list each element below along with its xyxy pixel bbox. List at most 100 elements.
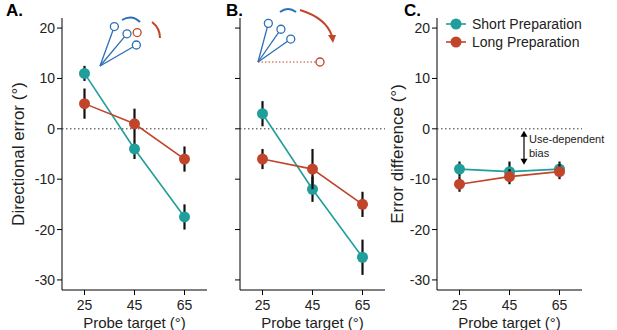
legend-label: Long Preparation	[472, 34, 579, 50]
inset-diagram	[258, 9, 336, 66]
data-point	[179, 154, 190, 165]
series-line	[85, 104, 185, 159]
inset-target	[287, 35, 295, 43]
inset-line	[100, 45, 136, 66]
panel-title: A.	[6, 1, 23, 20]
inset-target	[277, 25, 285, 33]
data-point	[307, 164, 318, 175]
inset-target	[123, 30, 131, 38]
reference-line	[240, 128, 385, 129]
inset-line	[258, 23, 268, 62]
panel: -30 -20 -10 0 10 20 25 45 65Probe target (°) Erro…	[388, 1, 604, 330]
legend: Short Preparation Long Preparation	[446, 16, 582, 50]
inset-probe	[316, 58, 324, 66]
x-tick	[362, 290, 363, 295]
plot-area	[240, 101, 385, 275]
inset-arc	[152, 22, 160, 38]
x-tick	[184, 290, 185, 295]
y-tick	[57, 229, 62, 230]
data-point	[179, 211, 190, 222]
y-tick	[432, 128, 437, 129]
x-tick	[134, 290, 135, 295]
y-tick-label: -20	[35, 222, 55, 238]
inset-dotted	[258, 61, 316, 62]
inset-arc	[280, 9, 296, 12]
inset-line	[258, 29, 281, 62]
data-point	[357, 199, 368, 210]
inset-arrowhead	[328, 35, 336, 43]
annotation-line: bias	[529, 147, 550, 159]
panel: -30-20-1001020254565Probe target (°)Dire…	[6, 1, 207, 330]
y-tick	[432, 28, 437, 29]
y-tick	[57, 78, 62, 79]
panel-title: B.	[226, 1, 243, 20]
series-line	[85, 73, 185, 217]
x-tick-label: 25	[452, 297, 468, 313]
data-point	[79, 98, 90, 109]
annotation-line: Use-dependent	[529, 133, 604, 145]
inset-line	[100, 27, 114, 66]
x-tick-label: 45	[502, 297, 518, 313]
y-tick-label: 10	[414, 70, 430, 86]
data-point	[129, 118, 140, 129]
y-tick-label: 20	[414, 20, 430, 36]
data-point	[504, 171, 515, 182]
y-tick-label: 0	[422, 121, 430, 137]
inset-probe	[133, 29, 141, 37]
x-tick-label: 65	[355, 297, 371, 313]
y-tick-label: 10	[39, 70, 55, 86]
x-tick	[262, 290, 263, 295]
legend-label: Short Preparation	[472, 16, 582, 32]
x-tick	[559, 290, 560, 295]
y-tick	[235, 279, 240, 280]
x-tick-label: 25	[77, 297, 93, 313]
y-axis	[240, 18, 241, 290]
x-tick-label: 65	[177, 297, 193, 313]
y-tick	[432, 78, 437, 79]
y-tick-label: -10	[35, 171, 55, 187]
data-point	[454, 179, 465, 190]
y-tick	[235, 78, 240, 79]
y-tick	[235, 28, 240, 29]
x-tick-label: 25	[255, 297, 271, 313]
annotation: Use-dependent bias	[521, 131, 605, 165]
x-axis-label: Probe target (°)	[83, 314, 186, 330]
data-point	[357, 252, 368, 263]
x-tick-label: 65	[552, 297, 568, 313]
plot-area	[62, 66, 207, 230]
x-tick-label: 45	[127, 297, 143, 313]
y-tick	[57, 128, 62, 129]
y-tick-label: -30	[35, 272, 55, 288]
annotation-arrow	[523, 136, 524, 160]
x-axis-label: Probe target (°)	[261, 314, 364, 330]
y-tick-label: -20	[410, 222, 430, 238]
inset-target	[264, 19, 272, 27]
inset-arc	[122, 17, 140, 22]
series-line	[263, 114, 363, 258]
y-tick-label: -10	[410, 171, 430, 187]
data-point	[554, 166, 565, 177]
y-tick	[235, 229, 240, 230]
y-tick-label: 0	[47, 121, 55, 137]
x-tick	[459, 290, 460, 295]
inset-line	[100, 34, 127, 66]
legend-marker	[451, 37, 462, 48]
data-point	[454, 164, 465, 175]
reference-line	[437, 128, 582, 129]
annotation-arrowhead	[521, 159, 528, 165]
data-point	[257, 108, 268, 119]
x-axis-label: Probe target (°)	[458, 314, 561, 330]
x-tick	[84, 290, 85, 295]
inset-target	[132, 41, 140, 49]
y-tick-label: -30	[410, 272, 430, 288]
y-tick	[57, 28, 62, 29]
y-tick	[235, 128, 240, 129]
x-tick	[312, 290, 313, 295]
inset-diagram	[100, 17, 160, 66]
y-tick	[57, 279, 62, 280]
y-axis-label: Error difference (°)	[388, 84, 407, 224]
y-tick	[432, 179, 437, 180]
annotation-text: Use-dependent bias	[529, 133, 604, 159]
y-axis	[437, 18, 438, 290]
data-point	[257, 154, 268, 165]
